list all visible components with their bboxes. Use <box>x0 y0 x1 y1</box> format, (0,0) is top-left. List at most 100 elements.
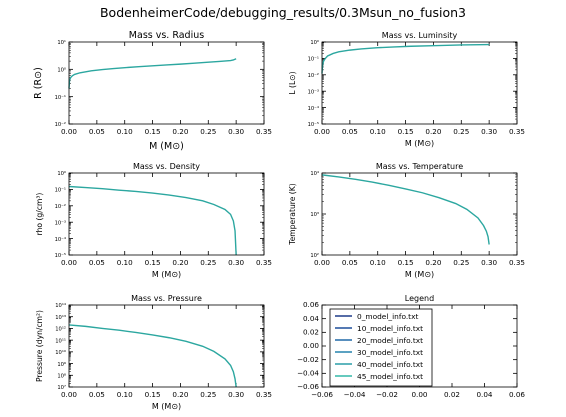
y-tick-label: 0.04 <box>303 314 319 323</box>
x-tick-label: 0.35 <box>509 258 525 267</box>
y-tick-label: 10⁻⁴ <box>308 106 319 112</box>
x-tick-label: 0.06 <box>509 390 525 399</box>
legend-entry: 30_model_info.txt <box>357 348 423 357</box>
axes-frame <box>321 172 518 256</box>
y-tick-label: 10⁻² <box>55 122 66 128</box>
y-tick-label: 10⁴ <box>310 171 319 177</box>
x-tick-label: −0.02 <box>376 390 398 399</box>
subplot-1: Mass vs. Radius 0.00 0.05 0.10 0.15 0.20 0.25 0… <box>33 30 272 152</box>
x-tick-label: 0.10 <box>370 127 386 136</box>
y-tick-label: 10⁰ <box>310 40 319 46</box>
axes-frame <box>68 304 265 388</box>
x-tick-label: 0.25 <box>200 127 216 136</box>
y-tick-label: −0.02 <box>297 355 319 364</box>
figure-suptitle: BodenheimerCode/debugging_results/0.3Msu… <box>100 5 466 20</box>
x-tick-label: 0.15 <box>398 127 414 136</box>
y-tick-label: 10¹³ <box>55 315 66 321</box>
x-tick-label: 0.15 <box>398 258 414 267</box>
x-tick-label: 0.25 <box>453 127 469 136</box>
x-tick-label: 0.00 <box>411 390 427 399</box>
x-axis-label: M (M⊙) <box>152 270 181 279</box>
legend-box <box>329 308 433 387</box>
x-tick-label: 0.15 <box>145 258 161 267</box>
series-line <box>68 324 237 388</box>
legend-entry: 40_model_info.txt <box>357 360 423 369</box>
subplots: Mass vs. Radius 0.00 0.05 0.10 0.15 0.20 0.25 0… <box>33 30 525 411</box>
x-tick-label: −0.06 <box>311 390 333 399</box>
x-tick-label: 0.04 <box>476 390 492 399</box>
x-tick-label: 0.00 <box>314 258 330 267</box>
x-tick-label: 0.30 <box>228 127 244 136</box>
y-axis-label: R (R⊙) <box>33 67 44 99</box>
y-tick-label: 10⁻³ <box>308 89 319 95</box>
x-tick-label: 0.30 <box>228 390 244 399</box>
y-tick-label: 10⁻⁵ <box>308 122 319 128</box>
x-tick-label: 0.15 <box>145 127 161 136</box>
legend-entry: 45_model_info.txt <box>357 372 423 381</box>
y-tick-label: 10⁻⁵ <box>55 253 66 259</box>
x-tick-label: 0.25 <box>200 258 216 267</box>
x-tick-label: −0.04 <box>343 390 365 399</box>
subplot-4: Mass vs. Temperature 0.00 0.05 0.10 0.15 0.20… <box>288 162 525 279</box>
x-tick-label: 0.10 <box>370 258 386 267</box>
y-axis-label: rho (g/cm³) <box>35 193 44 236</box>
y-tick-label: 10¹⁴ <box>55 303 66 309</box>
legend-entry: 20_model_info.txt <box>357 336 423 345</box>
y-tick-label: 10¹⁰ <box>55 350 66 356</box>
subplot-2: Mass vs. Luminsity 0.00 0.05 0.10 0.15 0.20 0.… <box>288 31 525 148</box>
axes-frame <box>321 304 518 388</box>
axes-frame <box>68 172 265 256</box>
x-tick-label: 0.02 <box>444 390 460 399</box>
series-line <box>68 185 237 256</box>
y-tick-label: 10⁻² <box>55 204 66 210</box>
y-tick-label: 10⁰ <box>57 68 66 74</box>
y-tick-label: 10¹² <box>55 327 66 333</box>
y-axis-label: Temperature (K) <box>288 183 297 245</box>
y-axis-label: L (L⊙) <box>288 71 297 94</box>
x-tick-label: 0.15 <box>145 390 161 399</box>
y-tick-label: 10¹¹ <box>55 338 66 344</box>
y-tick-label: 10⁷ <box>57 385 66 391</box>
x-tick-label: 0.10 <box>117 258 133 267</box>
x-tick-label: 0.30 <box>481 258 497 267</box>
x-tick-label: 0.35 <box>256 390 272 399</box>
y-tick-label: 10⁻³ <box>55 220 66 226</box>
x-tick-label: 0.10 <box>117 390 133 399</box>
subplot-6: Legend −0.06 −0.04 −0.02 0.00 0.02 0.04 0.06 −0.… <box>297 294 525 399</box>
x-tick-label: 0.25 <box>200 390 216 399</box>
x-tick-label: 0.20 <box>425 127 441 136</box>
x-tick-label: 0.00 <box>61 127 77 136</box>
series-line <box>68 58 237 89</box>
y-tick-label: 10⁰ <box>57 171 66 177</box>
x-tick-label: 0.05 <box>89 258 105 267</box>
y-tick-label: −0.06 <box>297 382 319 391</box>
y-tick-label: 10¹ <box>57 40 66 46</box>
x-tick-label: 0.20 <box>172 390 188 399</box>
y-tick-label: 10⁻² <box>308 73 319 79</box>
y-tick-label: 0.00 <box>303 341 319 350</box>
x-axis-label: M (M⊙) <box>149 141 184 152</box>
series-line <box>321 174 490 245</box>
x-tick-label: 0.05 <box>342 258 358 267</box>
axes-frame <box>68 41 265 125</box>
x-tick-label: 0.25 <box>453 258 469 267</box>
x-axis-label: M (M⊙) <box>405 270 434 279</box>
x-tick-label: 0.30 <box>228 258 244 267</box>
x-axis-label: M (M⊙) <box>405 139 434 148</box>
x-tick-label: 0.35 <box>509 127 525 136</box>
subplot-title: Mass vs. Radius <box>129 30 204 41</box>
x-tick-label: 0.30 <box>481 127 497 136</box>
subplot-title: Legend <box>405 294 434 303</box>
legend-entry: 0_model_info.txt <box>357 312 418 321</box>
y-tick-label: 0.02 <box>303 328 319 337</box>
x-tick-label: 0.05 <box>342 127 358 136</box>
y-tick-label: 10³ <box>310 212 319 218</box>
x-tick-label: 0.10 <box>117 127 133 136</box>
y-tick-label: 10² <box>310 253 319 259</box>
y-tick-label: −0.04 <box>297 369 319 378</box>
subplot-title: Mass vs. Pressure <box>131 294 202 303</box>
x-tick-label: 0.05 <box>89 127 105 136</box>
y-tick-label: 10⁹ <box>57 362 66 368</box>
